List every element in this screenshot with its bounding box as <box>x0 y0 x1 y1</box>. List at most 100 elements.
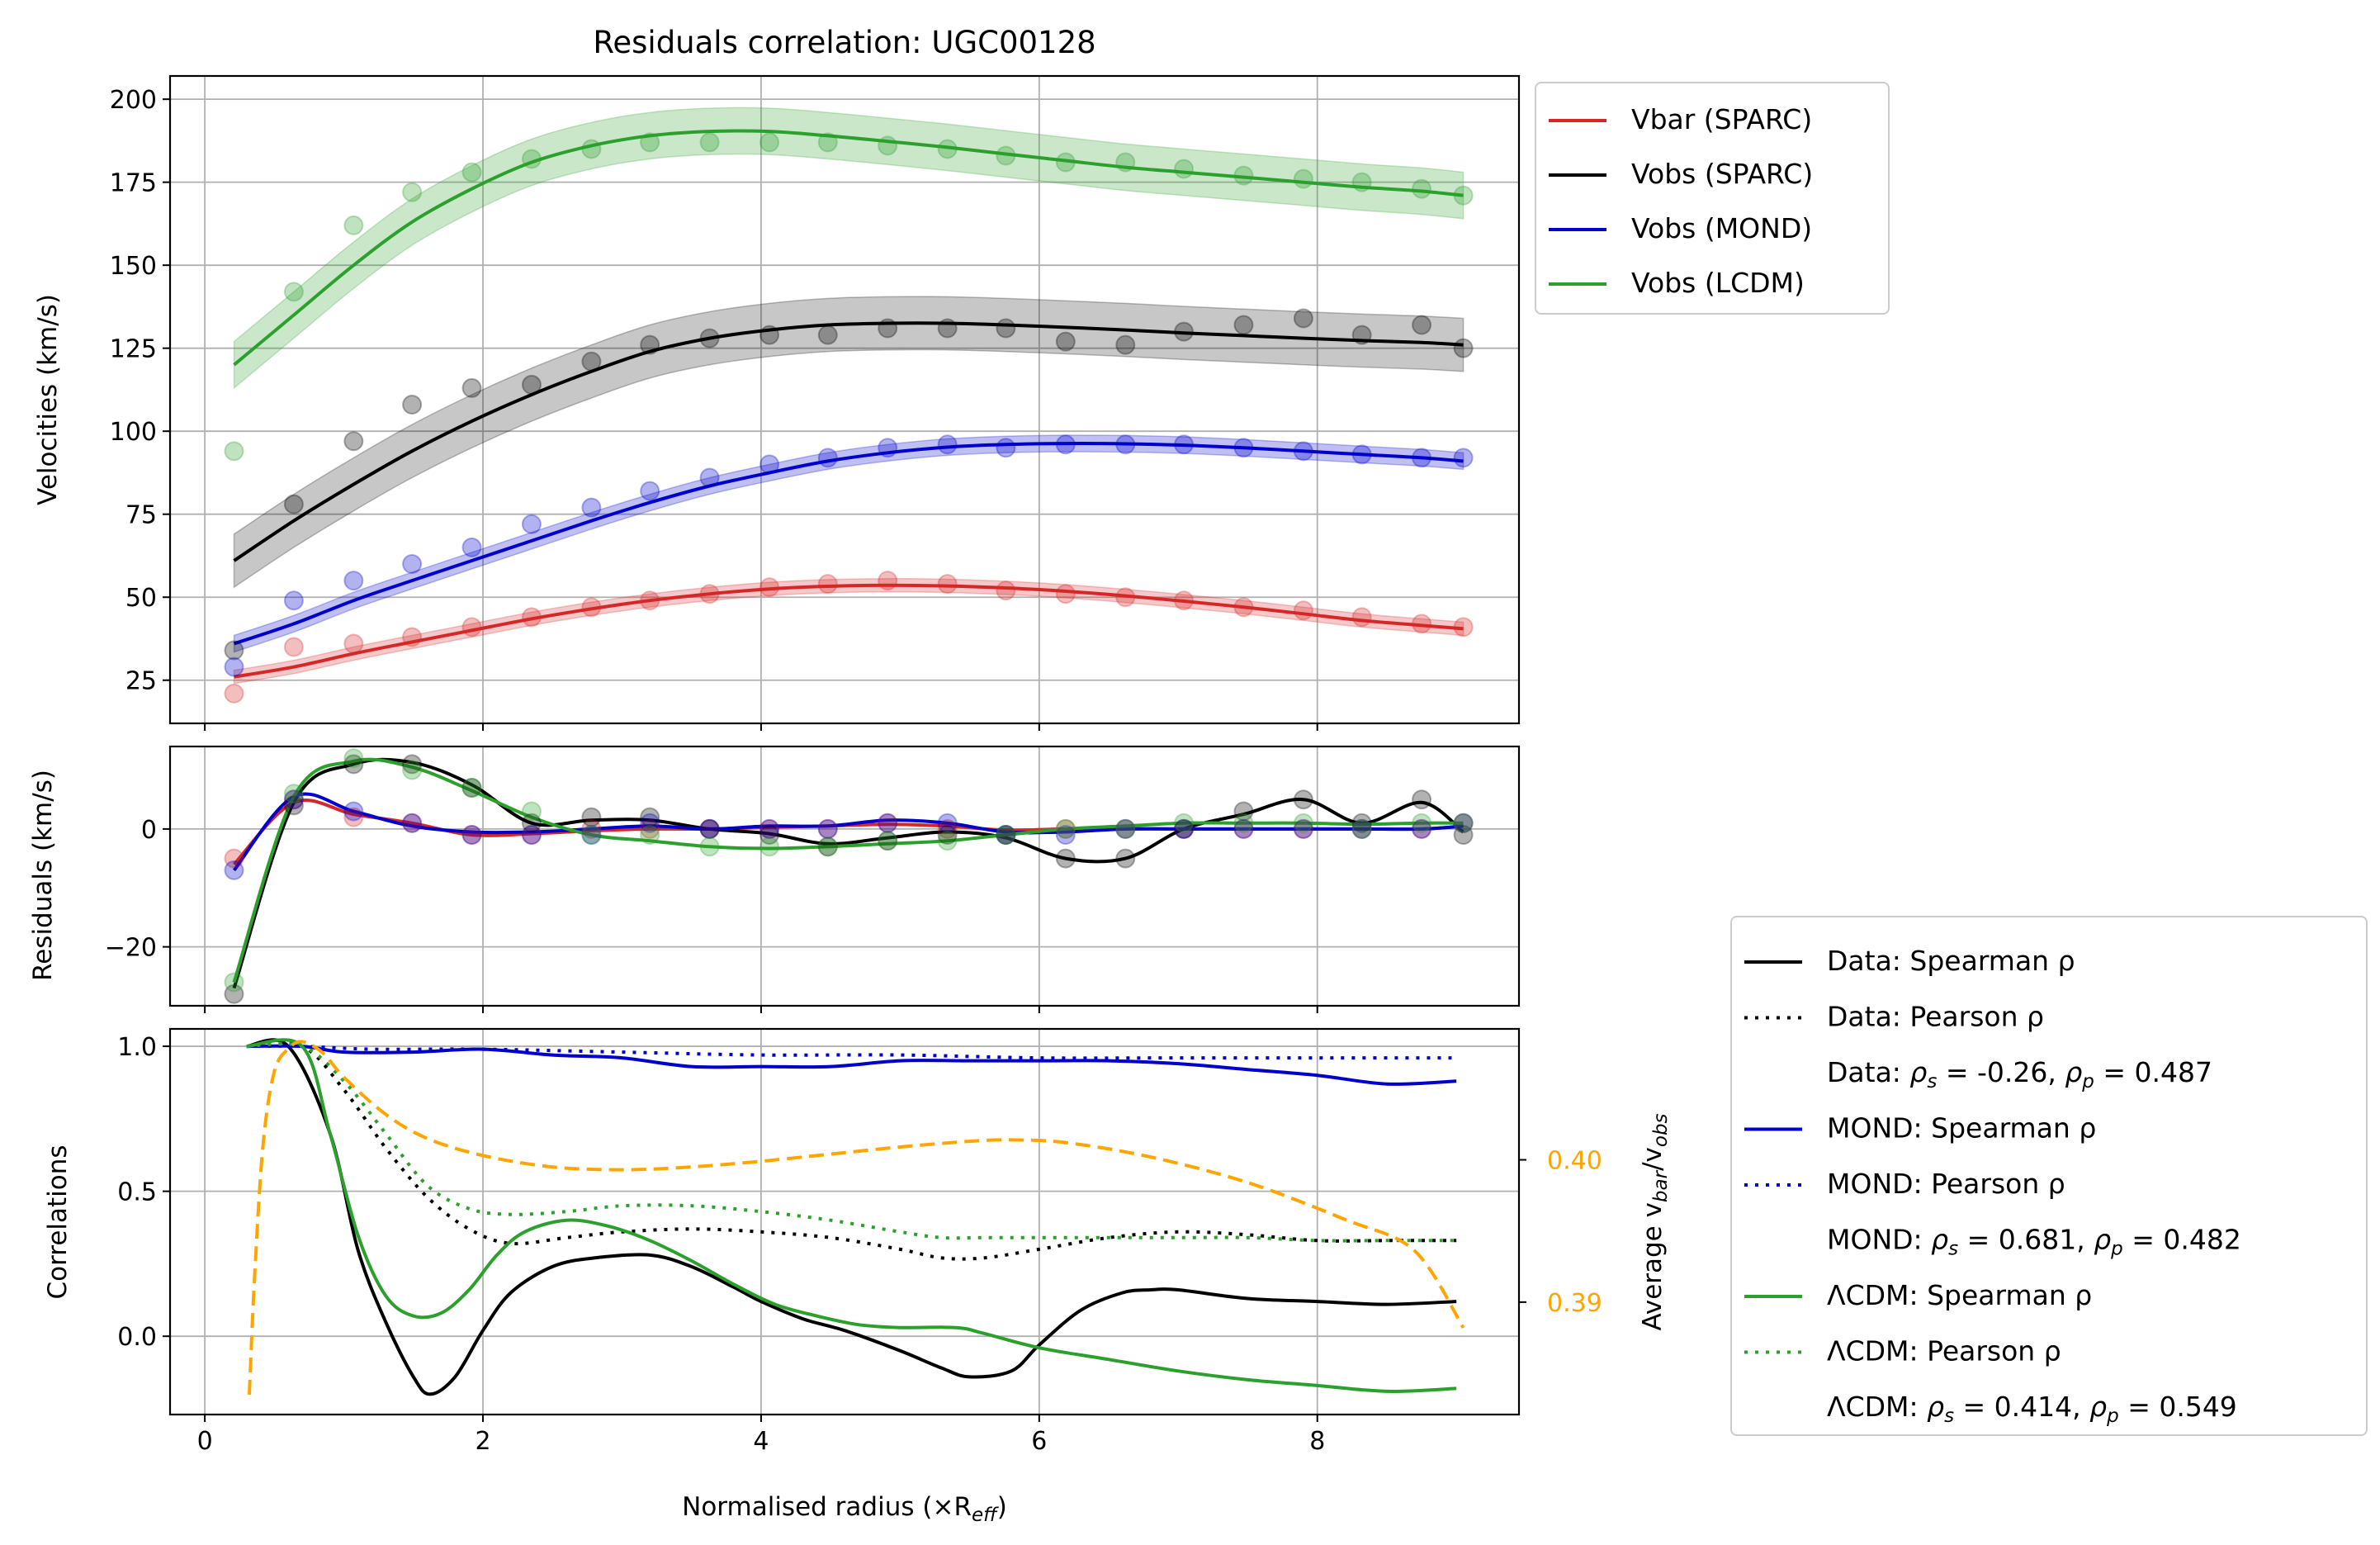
residual-lcdm-point <box>878 832 897 850</box>
legend-entry: Vobs (MOND) <box>1631 212 1812 244</box>
x-tick-label: 0 <box>197 1427 213 1456</box>
legend-entry: Vbar (SPARC) <box>1631 103 1812 135</box>
velocities-ylabel: Velocities (km/s) <box>33 294 63 505</box>
vbar-sparc-point <box>1234 598 1252 616</box>
vbar-sparc-point <box>1412 614 1431 633</box>
legend-entry: Data: ρs = -0.26, ρp = 0.487 <box>1827 1056 2212 1092</box>
vbar-sparc-point <box>344 635 362 653</box>
vobs-mond-point <box>641 482 659 500</box>
vbar-sparc-point <box>1175 591 1193 609</box>
vobs-sparc-point <box>760 326 778 344</box>
vobs-mond-point <box>225 658 243 676</box>
legend-entry: MOND: Spearman ρ <box>1827 1112 2096 1145</box>
y-tick-label: 50 <box>125 584 157 613</box>
residual-lcdm-point <box>1412 814 1431 832</box>
vobs-mond-point <box>523 515 541 533</box>
residual-mond-point <box>463 826 481 844</box>
vobs-mond-point <box>344 571 362 590</box>
y-tick-label: 75 <box>125 501 157 530</box>
residual-mond-point <box>523 826 541 844</box>
vobs-mond-point <box>1116 435 1134 453</box>
vbar-sparc-point <box>1116 588 1134 606</box>
vobs-mond-point <box>819 448 837 467</box>
residual-lcdm-point <box>582 826 600 844</box>
vbar-sparc-point <box>878 571 897 590</box>
x-axis-label: Normalised radius (×Reff) <box>682 1492 1007 1526</box>
vobs-sparc-point <box>403 396 421 414</box>
vbar-sparc-point <box>582 598 600 616</box>
secondary-tick-label: 0.40 <box>1547 1147 1602 1176</box>
legend-entry: Vobs (SPARC) <box>1631 158 1813 190</box>
residual-lcdm-point <box>403 761 421 780</box>
y-tick-label: 200 <box>110 86 157 115</box>
y-tick-label: 0.0 <box>117 1323 157 1352</box>
vobs-sparc-point <box>1455 339 1473 358</box>
legend-entry: ΛCDM: Spearman ρ <box>1827 1279 2092 1311</box>
vobs-mond-point <box>760 455 778 473</box>
vbar-sparc-point <box>641 591 659 609</box>
x-tick-label: 4 <box>753 1427 769 1456</box>
y-tick-label: 100 <box>110 418 157 447</box>
vobs-sparc-point <box>1116 336 1134 354</box>
residual-lcdm-point <box>463 779 481 797</box>
vobs-lcdm-point <box>939 140 957 158</box>
vobs-sparc-point <box>582 353 600 371</box>
residual-mond-point <box>819 820 837 838</box>
residual-sparc-point <box>1294 790 1313 808</box>
residual-lcdm-point <box>1234 814 1252 832</box>
residual-lcdm-point <box>760 837 778 855</box>
legend-entry: Data: Spearman ρ <box>1827 945 2075 977</box>
vobs-sparc-point <box>1353 326 1371 344</box>
vobs-sparc-point <box>701 329 719 348</box>
vobs-mond-point <box>463 538 481 557</box>
vobs-sparc-point <box>641 336 659 354</box>
vobs-mond-point <box>1353 445 1371 463</box>
vobs-lcdm-point <box>878 136 897 154</box>
residual-sparc-point <box>1412 790 1431 808</box>
vobs-lcdm-point <box>582 140 600 158</box>
legend-entry: MOND: ρs = 0.681, ρp = 0.482 <box>1827 1224 2241 1260</box>
residual-mond-point <box>403 814 421 832</box>
vobs-lcdm-point <box>1234 167 1252 185</box>
vobs-lcdm-point <box>463 164 481 182</box>
secondary-tick-label: 0.39 <box>1547 1289 1602 1318</box>
vbar-sparc-point <box>285 638 303 656</box>
vobs-lcdm-point <box>996 146 1015 164</box>
residual-mond-point <box>225 861 243 879</box>
y-tick-label: 0 <box>141 816 157 845</box>
residual-lcdm-point <box>1116 820 1134 838</box>
legend-entry: Vobs (LCDM) <box>1631 267 1805 299</box>
vbar-sparc-point <box>1294 601 1313 619</box>
residual-lcdm-point <box>1057 820 1075 838</box>
vobs-sparc-point <box>285 495 303 514</box>
vobs-mond-point <box>939 435 957 453</box>
residual-sparc-point <box>1116 850 1134 868</box>
residual-lcdm-point <box>701 837 719 855</box>
y-tick-label: 0.5 <box>117 1178 157 1207</box>
y-tick-label: 25 <box>125 667 157 696</box>
vobs-sparc-point <box>225 642 243 660</box>
y-tick-label: 175 <box>110 169 157 198</box>
y-tick-label: −20 <box>105 934 157 963</box>
vobs-sparc-point <box>819 326 837 344</box>
vobs-sparc-point <box>1234 316 1252 334</box>
vobs-mond-point <box>582 499 600 517</box>
vobs-lcdm-point <box>819 133 837 151</box>
vobs-mond-point <box>701 468 719 486</box>
residual-lcdm-point <box>225 973 243 991</box>
vbar-sparc-point <box>523 608 541 626</box>
vobs-sparc-point <box>1057 333 1075 351</box>
legend-entry: Data: Pearson ρ <box>1827 1001 2044 1033</box>
vobs-mond-point <box>285 591 303 609</box>
vobs-sparc-point <box>1412 316 1431 334</box>
vobs-lcdm-point <box>1353 173 1371 192</box>
legend-entry: ΛCDM: ρs = 0.414, ρp = 0.549 <box>1827 1391 2237 1427</box>
vobs-mond-point <box>1294 442 1313 460</box>
residuals-ylabel: Residuals (km/s) <box>28 770 58 981</box>
y-tick-label: 1.0 <box>117 1033 157 1062</box>
vbar-sparc-point <box>996 581 1015 600</box>
vobs-sparc-point <box>939 320 957 338</box>
residual-mond-point <box>701 820 719 838</box>
vobs-sparc-point <box>463 379 481 397</box>
